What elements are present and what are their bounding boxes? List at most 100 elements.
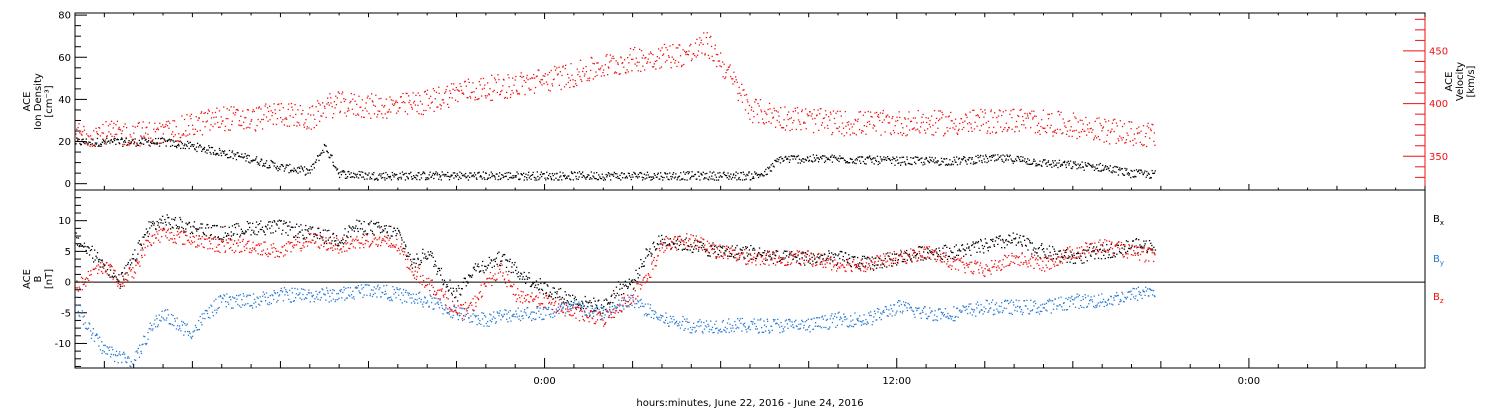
- data-point: [375, 288, 377, 290]
- data-point: [780, 257, 782, 259]
- data-point: [918, 130, 920, 132]
- data-point: [443, 173, 445, 176]
- data-point: [129, 143, 132, 145]
- data-point: [330, 155, 332, 157]
- data-point: [289, 163, 291, 166]
- data-point: [1115, 142, 1117, 144]
- data-point: [541, 84, 543, 86]
- data-point: [269, 227, 271, 229]
- data-point: [861, 156, 864, 158]
- data-point: [925, 117, 927, 119]
- data-point: [274, 162, 276, 164]
- data-point: [533, 311, 535, 313]
- data-point: [501, 174, 503, 176]
- data-point: [228, 129, 230, 131]
- data-point: [647, 254, 650, 256]
- data-point: [829, 119, 831, 121]
- data-point: [77, 138, 79, 140]
- data-point: [337, 299, 339, 301]
- data-point: [265, 226, 267, 228]
- data-point: [685, 52, 687, 54]
- data-point: [564, 302, 566, 304]
- data-point: [263, 162, 265, 165]
- data-point: [258, 162, 260, 164]
- data-point: [383, 230, 385, 232]
- data-point: [121, 272, 123, 274]
- data-point: [88, 136, 90, 138]
- data-point: [848, 254, 850, 256]
- data-point: [815, 123, 817, 125]
- data-point: [572, 294, 574, 296]
- data-point: [257, 303, 260, 305]
- data-point: [325, 240, 327, 242]
- data-point: [189, 232, 192, 235]
- data-point: [250, 160, 252, 162]
- data-point: [624, 59, 626, 61]
- data-point: [640, 172, 643, 175]
- data-point: [772, 117, 774, 119]
- data-point: [213, 224, 216, 227]
- data-point: [213, 153, 215, 155]
- data-point: [276, 224, 278, 226]
- data-point: [953, 246, 956, 248]
- data-point: [495, 173, 497, 175]
- data-point: [83, 315, 85, 317]
- data-point: [887, 122, 889, 124]
- data-point: [445, 89, 447, 91]
- data-point: [231, 151, 233, 154]
- data-point: [370, 117, 372, 119]
- data-point: [1076, 168, 1078, 170]
- data-point: [290, 301, 292, 303]
- data-point: [358, 220, 360, 222]
- data-point: [913, 256, 915, 258]
- data-point: [860, 132, 863, 134]
- data-point: [890, 258, 892, 260]
- data-point: [139, 145, 141, 147]
- data-point: [506, 91, 508, 93]
- data-point: [660, 175, 662, 177]
- data-point: [796, 256, 798, 258]
- data-point: [132, 363, 134, 365]
- data-point: [264, 300, 267, 302]
- data-point: [130, 142, 132, 144]
- data-point: [664, 61, 667, 63]
- data-point: [1048, 113, 1050, 115]
- data-point: [1072, 112, 1075, 114]
- data-point: [997, 154, 999, 156]
- data-point: [791, 128, 793, 131]
- data-point: [1090, 165, 1092, 167]
- data-point: [193, 133, 195, 136]
- data-point: [127, 262, 129, 264]
- data-point: [185, 130, 187, 132]
- data-point: [166, 317, 168, 319]
- data-point: [188, 125, 190, 127]
- data-point: [903, 261, 905, 263]
- data-point: [356, 173, 358, 175]
- data-point: [1134, 252, 1136, 254]
- data-point: [1135, 238, 1137, 241]
- data-point: [472, 313, 474, 315]
- data-point: [169, 139, 171, 141]
- data-point: [211, 311, 214, 313]
- data-point: [123, 351, 125, 353]
- data-point: [592, 62, 594, 65]
- data-point: [975, 115, 977, 117]
- data-point: [104, 264, 106, 266]
- data-point: [1123, 123, 1126, 125]
- data-point: [755, 257, 758, 260]
- data-point: [976, 125, 978, 127]
- data-point: [662, 244, 664, 246]
- data-point: [729, 255, 731, 257]
- data-point: [215, 152, 217, 155]
- data-point: [990, 239, 992, 241]
- data-point: [859, 160, 861, 162]
- data-point: [77, 310, 79, 313]
- data-point: [279, 109, 281, 111]
- data-point: [869, 267, 872, 269]
- data-point: [841, 251, 843, 253]
- data-point: [438, 174, 440, 176]
- data-point: [727, 68, 729, 71]
- data-point: [833, 117, 836, 120]
- data-point: [613, 293, 615, 295]
- data-point: [225, 117, 227, 120]
